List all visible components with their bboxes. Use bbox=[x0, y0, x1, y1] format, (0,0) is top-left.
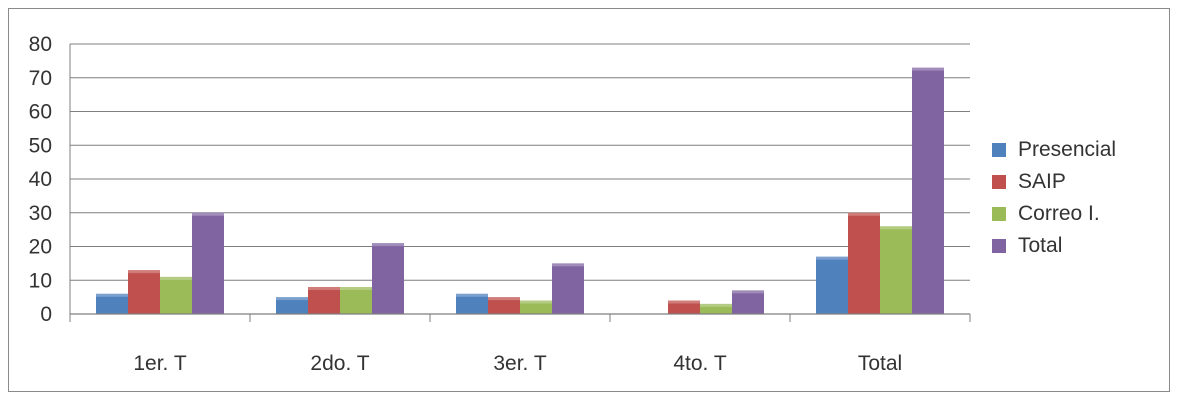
y-tick-label: 40 bbox=[29, 168, 52, 191]
legend-label-correo: Correo I. bbox=[1018, 202, 1100, 225]
legend-item-total: Total bbox=[992, 230, 1116, 262]
bar-highlight bbox=[700, 303, 732, 307]
bar-fill bbox=[848, 212, 880, 314]
bar-saip-1er-t bbox=[128, 270, 160, 314]
bar-total-2do-t bbox=[372, 243, 404, 314]
bar-presencial-2do-t bbox=[276, 297, 308, 314]
legend-label-total: Total bbox=[1018, 234, 1063, 257]
legend-item-saip: SAIP bbox=[992, 166, 1116, 198]
bar-correo-i-3er-t bbox=[520, 300, 552, 314]
bar-highlight bbox=[276, 297, 308, 301]
bar-highlight bbox=[192, 212, 224, 216]
bar-highlight bbox=[372, 243, 404, 247]
bars bbox=[96, 67, 944, 314]
bar-fill bbox=[552, 263, 584, 314]
bar-highlight bbox=[96, 293, 128, 297]
bar-fill bbox=[520, 300, 552, 314]
bar-highlight bbox=[816, 256, 848, 260]
bar-highlight bbox=[160, 276, 192, 280]
bar-correo-i-total bbox=[880, 226, 912, 314]
y-tick-label: 50 bbox=[29, 134, 52, 157]
legend: Presencial SAIP Correo I. Total bbox=[992, 134, 1116, 262]
bar-highlight bbox=[520, 300, 552, 304]
bar-fill bbox=[456, 293, 488, 314]
bar-fill bbox=[732, 290, 764, 314]
legend-swatch-presencial bbox=[992, 143, 1006, 157]
y-tick-label: 70 bbox=[29, 67, 52, 90]
bar-highlight bbox=[488, 297, 520, 301]
y-tick-label: 60 bbox=[29, 101, 52, 124]
bar-fill bbox=[308, 287, 340, 314]
bar-highlight bbox=[880, 226, 912, 230]
axes bbox=[69, 44, 971, 322]
bar-total-4to-t bbox=[732, 290, 764, 314]
bar-fill bbox=[816, 256, 848, 314]
bar-fill bbox=[880, 226, 912, 314]
bar-fill bbox=[668, 300, 700, 314]
bar-fill bbox=[372, 243, 404, 314]
bar-presencial-1er-t bbox=[96, 293, 128, 314]
x-tick-label-3er-t: 3er. T bbox=[493, 352, 546, 375]
bar-fill bbox=[700, 303, 732, 314]
y-tick-label: 20 bbox=[29, 236, 52, 259]
legend-swatch-correo bbox=[992, 207, 1006, 221]
bar-total-total bbox=[912, 67, 944, 314]
y-tick-label: 80 bbox=[29, 33, 52, 56]
bar-fill bbox=[488, 297, 520, 314]
bar-highlight bbox=[128, 270, 160, 274]
chart-frame bbox=[8, 8, 1170, 392]
bar-fill bbox=[912, 67, 944, 314]
bar-saip-4to-t bbox=[668, 300, 700, 314]
bar-fill bbox=[192, 212, 224, 314]
y-tick-labels: 0 10 20 30 40 50 60 70 80 bbox=[29, 33, 52, 326]
bar-saip-total bbox=[848, 212, 880, 314]
bar-highlight bbox=[732, 290, 764, 294]
bar-highlight bbox=[552, 263, 584, 267]
x-tick-labels: 1er. T 2do. T 3er. T 4to. T Total bbox=[133, 352, 902, 375]
bar-highlight bbox=[668, 300, 700, 304]
legend-label-presencial: Presencial bbox=[1018, 138, 1117, 161]
legend-item-presencial: Presencial bbox=[992, 134, 1116, 166]
bar-presencial-3er-t bbox=[456, 293, 488, 314]
bar-highlight bbox=[912, 67, 944, 71]
x-tick-label-4to-t: 4to. T bbox=[673, 352, 726, 375]
y-tick-label: 30 bbox=[29, 202, 52, 225]
x-tick-label-2do-t: 2do. T bbox=[310, 352, 369, 375]
bar-highlight bbox=[340, 287, 372, 290]
legend-label-saip: SAIP bbox=[1018, 170, 1066, 193]
bar-correo-i-1er-t bbox=[160, 276, 192, 314]
y-tick-label: 10 bbox=[29, 269, 52, 292]
legend-item-correo: Correo I. bbox=[992, 198, 1116, 230]
x-tick-label-total: Total bbox=[858, 352, 902, 375]
legend-swatch-saip bbox=[992, 175, 1006, 189]
bar-total-1er-t bbox=[192, 212, 224, 314]
x-tick-label-1er-t: 1er. T bbox=[133, 352, 186, 375]
bar-presencial-total bbox=[816, 256, 848, 314]
legend-swatch-total bbox=[992, 239, 1006, 253]
bar-correo-i-4to-t bbox=[700, 303, 732, 314]
bar-fill bbox=[276, 297, 308, 314]
bar-saip-3er-t bbox=[488, 297, 520, 314]
bar-highlight bbox=[456, 293, 488, 297]
bar-total-3er-t bbox=[552, 263, 584, 314]
bar-highlight bbox=[308, 287, 340, 290]
bar-correo-i-2do-t bbox=[340, 287, 372, 314]
bar-saip-2do-t bbox=[308, 287, 340, 314]
bar-fill bbox=[340, 287, 372, 314]
bar-fill bbox=[128, 270, 160, 314]
bar-fill bbox=[160, 276, 192, 314]
bar-fill bbox=[96, 293, 128, 314]
y-tick-label: 0 bbox=[40, 303, 52, 326]
bar-highlight bbox=[848, 212, 880, 216]
